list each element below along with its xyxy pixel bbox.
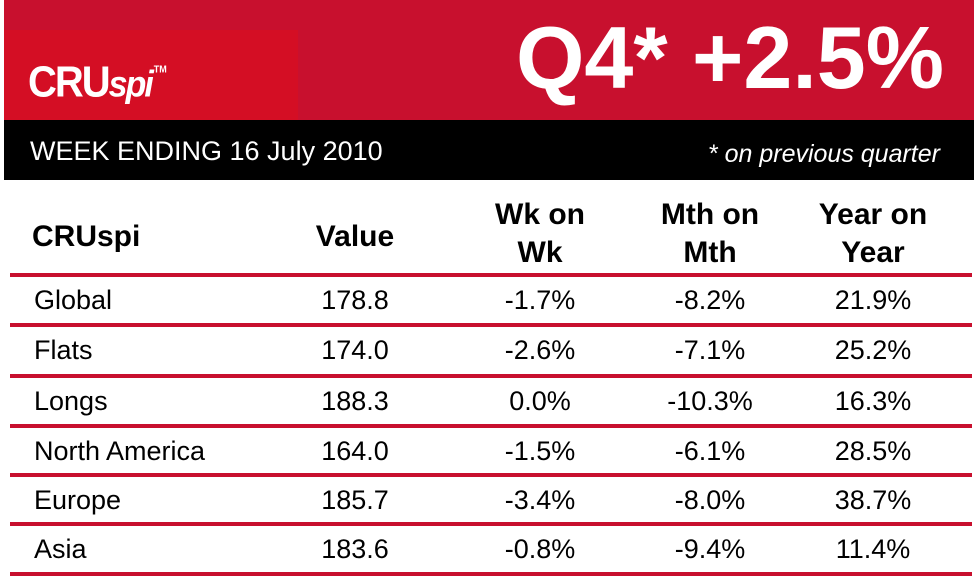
row-mth-on-mth: -8.2% xyxy=(674,285,746,315)
row-value: 178.8 xyxy=(321,285,389,315)
row-mth-on-mth: -8.0% xyxy=(674,485,746,515)
logo-main: CRU xyxy=(28,58,111,107)
row-year-on-year: 28.5% xyxy=(834,436,912,466)
table-row: Global 178.8 -1.7% -8.2% 21.9% xyxy=(10,276,972,324)
week-ending-label: WEEK ENDING 16 July 2010 xyxy=(30,136,383,166)
col-header-yr-line1: Year on xyxy=(818,198,928,231)
col-header-wk: Wk on Wk xyxy=(435,196,645,272)
row-year-on-year: 16.3% xyxy=(834,386,912,416)
table-row: Longs 188.3 0.0% -10.3% 16.3% xyxy=(10,377,972,425)
table-row: Europe 185.7 -3.4% -8.0% 38.7% xyxy=(10,476,972,524)
row-mth-on-mth: -6.1% xyxy=(674,436,746,466)
col-header-cruspi: CRUspi xyxy=(32,220,141,253)
row-mth-on-mth: -10.3% xyxy=(667,386,753,416)
row-year-on-year: 25.2% xyxy=(834,335,912,365)
row-wk-on-wk: -1.7% xyxy=(504,285,576,315)
row-name: Longs xyxy=(34,386,108,416)
col-header-yr-line2: Year xyxy=(841,236,905,269)
row-value: 174.0 xyxy=(321,335,389,365)
row-name: Asia xyxy=(34,534,87,564)
row-value: 164.0 xyxy=(321,436,389,466)
row-wk-on-wk: -2.6% xyxy=(504,335,576,365)
row-divider xyxy=(10,424,972,428)
col-header-value: Value xyxy=(315,220,395,253)
table-row: Asia 183.6 -0.8% -9.4% 11.4% xyxy=(10,525,972,573)
headline-change: Q4* +2.5% xyxy=(515,8,944,107)
row-wk-on-wk: -3.4% xyxy=(504,485,576,515)
table-row: North America 164.0 -1.5% -6.1% 28.5% xyxy=(10,427,972,475)
col-header-wk-line1: Wk on xyxy=(495,198,585,231)
row-year-on-year: 38.7% xyxy=(834,485,912,515)
row-year-on-year: 11.4% xyxy=(835,534,911,564)
row-name: Global xyxy=(34,285,113,315)
row-wk-on-wk: -1.5% xyxy=(504,436,576,466)
row-divider xyxy=(10,572,972,576)
row-divider xyxy=(10,374,972,378)
row-value: 185.7 xyxy=(321,485,389,515)
row-mth-on-mth: -9.4% xyxy=(674,534,746,564)
row-mth-on-mth: -7.1% xyxy=(674,335,746,365)
row-divider xyxy=(10,273,972,277)
table-row: Flats 174.0 -2.6% -7.1% 25.2% xyxy=(10,326,972,374)
row-name: North America xyxy=(34,436,206,466)
row-name: Europe xyxy=(34,485,122,515)
quarter-footnote: * on previous quarter xyxy=(707,140,940,168)
col-header-mth: Mth on Mth xyxy=(605,196,815,272)
row-value: 188.3 xyxy=(321,386,389,416)
row-wk-on-wk: 0.0% xyxy=(509,386,571,416)
col-header-mth-line1: Mth on xyxy=(660,198,760,231)
row-name: Flats xyxy=(34,335,93,365)
cruspi-logo: CRUspi TM xyxy=(28,58,167,108)
col-header-yr: Year on Year xyxy=(768,196,974,272)
row-divider xyxy=(10,522,972,526)
logo-accent: spi xyxy=(108,63,154,106)
row-wk-on-wk: -0.8% xyxy=(504,534,576,564)
row-year-on-year: 21.9% xyxy=(834,285,912,315)
col-header-wk-line2: Wk xyxy=(517,236,563,269)
logo-trademark: TM xyxy=(153,63,167,75)
week-bar xyxy=(4,120,974,180)
col-header-mth-line2: Mth xyxy=(683,236,737,269)
row-value: 183.6 xyxy=(321,534,389,564)
logo-panel xyxy=(4,30,298,120)
row-divider xyxy=(10,323,972,327)
row-divider xyxy=(10,473,972,477)
